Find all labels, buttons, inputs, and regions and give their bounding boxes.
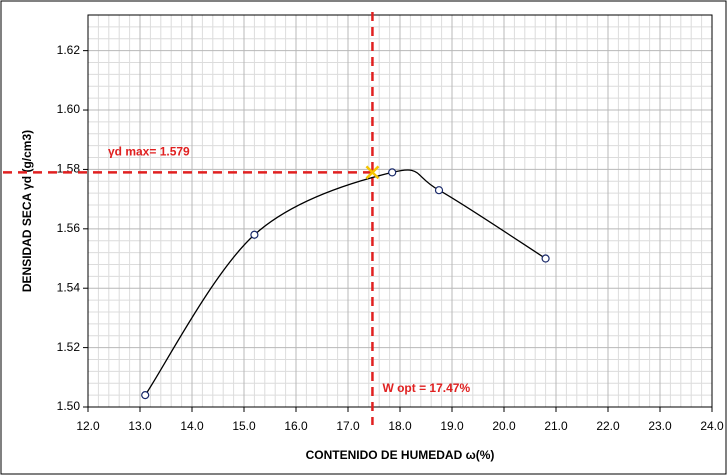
y-tick-label: 1.62 bbox=[57, 43, 81, 57]
y-tick-label: 1.54 bbox=[57, 280, 81, 294]
x-tick-label: 16.0 bbox=[284, 419, 308, 433]
curve bbox=[144, 169, 546, 396]
x-tick-label: 21.0 bbox=[544, 419, 568, 433]
data-point bbox=[388, 168, 397, 177]
x-tick-label: 15.0 bbox=[232, 419, 256, 433]
x-tick-label: 13.0 bbox=[128, 419, 152, 433]
y-tick-label: 1.52 bbox=[57, 340, 81, 354]
y-tick-label: 1.60 bbox=[57, 102, 81, 116]
data-point bbox=[141, 391, 150, 400]
x-tick-label: 12.0 bbox=[76, 419, 100, 433]
annotation: γd max= 1.579 bbox=[108, 145, 190, 159]
y-tick-label: 1.56 bbox=[57, 221, 81, 235]
data-point bbox=[434, 186, 444, 195]
x-tick-label: 23.0 bbox=[648, 419, 672, 433]
data-point bbox=[541, 254, 550, 263]
y-tick-label: 1.50 bbox=[57, 399, 81, 413]
x-tick-label: 17.0 bbox=[336, 419, 360, 433]
x-tick-label: 14.0 bbox=[180, 419, 204, 433]
data-point bbox=[250, 230, 259, 239]
y-tick-label: 1.58 bbox=[57, 162, 81, 176]
x-tick-label: 22.0 bbox=[596, 419, 620, 433]
optimum-marker bbox=[365, 165, 380, 180]
x-tick-label: 24.0 bbox=[700, 419, 724, 433]
x-tick-label: 18.0 bbox=[388, 419, 412, 433]
x-axis-label: CONTENIDO DE HUMEDAD ω(%) bbox=[306, 448, 495, 462]
x-tick-label: 20.0 bbox=[492, 419, 516, 433]
plot-border bbox=[87, 14, 713, 408]
annotation: W opt = 17.47% bbox=[382, 381, 470, 395]
x-tick-label: 19.0 bbox=[440, 419, 464, 433]
y-axis-label: DENSIDAD SECA γd (g/cm3) bbox=[20, 130, 34, 292]
